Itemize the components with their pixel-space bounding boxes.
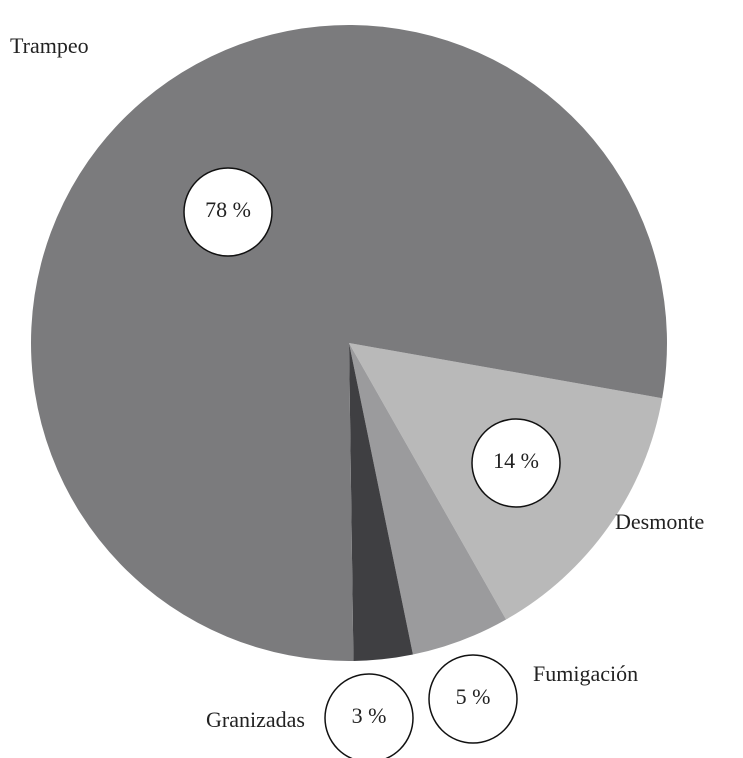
value-bubble — [428, 654, 518, 744]
value-bubble — [471, 418, 561, 508]
value-label: 78 % — [205, 197, 251, 222]
pie-slice — [349, 343, 507, 655]
category-label: Fumigación — [533, 661, 638, 686]
value-label: 5 % — [456, 684, 491, 709]
category-label: Desmonte — [615, 509, 704, 534]
value-bubble — [183, 167, 273, 257]
pie-slice — [349, 343, 413, 661]
value-bubble — [324, 673, 414, 758]
value-label: 14 % — [493, 448, 539, 473]
category-label: Granizadas — [206, 707, 305, 732]
value-label: 3 % — [352, 703, 387, 728]
pie-slice — [31, 25, 668, 662]
category-label: Trampeo — [10, 33, 89, 58]
